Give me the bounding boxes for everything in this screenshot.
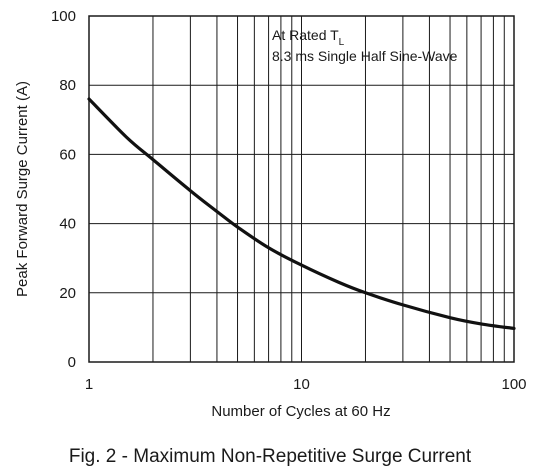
y-tick-label: 100 xyxy=(51,8,76,25)
y-tick-label: 0 xyxy=(68,354,76,371)
x-tick-label: 1 xyxy=(85,376,93,393)
x-axis-label: Number of Cycles at 60 Hz xyxy=(211,403,390,420)
y-tick-label: 40 xyxy=(59,216,76,233)
plot-frame xyxy=(88,15,515,363)
annotation-line-2: 8.3 ms Single Half Sine-Wave xyxy=(272,48,458,64)
surge-current-chart: 0 20 40 60 80 100 1 10 100 At Rated TL 8.3 ms Si… xyxy=(14,8,527,420)
y-axis-label: Peak Forward Surge Current (A) xyxy=(14,81,31,297)
tick-labels: 0 20 40 60 80 100 1 10 100 xyxy=(51,8,527,393)
x-tick-label: 100 xyxy=(501,376,526,393)
grid-lines xyxy=(89,16,514,362)
y-tick-label: 20 xyxy=(59,285,76,302)
y-tick-label: 80 xyxy=(59,77,76,94)
series-line xyxy=(87,97,516,330)
x-tick-label: 10 xyxy=(293,376,310,393)
annotation-line-1: At Rated TL xyxy=(272,27,345,48)
y-tick-label: 60 xyxy=(59,146,76,163)
figure-caption: Fig. 2 - Maximum Non-Repetitive Surge Cu… xyxy=(68,446,472,467)
